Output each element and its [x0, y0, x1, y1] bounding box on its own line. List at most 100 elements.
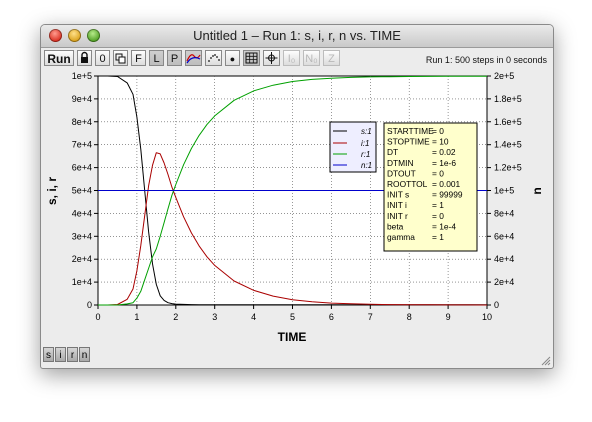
curves-button[interactable]: [185, 50, 202, 66]
grid-button[interactable]: [243, 50, 260, 66]
copy-icon: [115, 53, 126, 64]
y-tick-label: 6e+4: [72, 163, 92, 173]
legend-box: [329, 121, 377, 173]
x-axis-label: TIME: [278, 330, 307, 344]
y2-tick-label: 1e+5: [494, 186, 514, 196]
param-value: = 1e-6: [432, 158, 456, 168]
param-name: ROOTTOL: [387, 179, 428, 189]
run-button[interactable]: Run: [44, 50, 74, 66]
param-value: = 0: [432, 168, 444, 178]
y2-tick-label: 1.4e+5: [494, 140, 522, 150]
y-tick-label: 4e+4: [72, 208, 92, 218]
legend-label-s: s:1: [361, 127, 372, 136]
copy-button[interactable]: [113, 50, 128, 66]
param-name: INIT s: [387, 190, 409, 200]
y-tick-label: 2e+4: [72, 254, 92, 264]
n0-button[interactable]: N₀: [303, 50, 320, 66]
app-window: Untitled 1 – Run 1: s, i, r, n vs. TIME …: [40, 24, 554, 369]
param-value: = 1e-4: [432, 221, 456, 231]
legend-label-n: n:1: [361, 161, 372, 170]
lock-button[interactable]: [77, 50, 92, 66]
param-name: STOPTIME: [387, 137, 430, 147]
y2-tick-label: 1.2e+5: [494, 163, 522, 173]
i0-button[interactable]: I₀: [283, 50, 300, 66]
x-tick-label: 7: [368, 312, 373, 322]
y-tick-label: 1e+5: [72, 71, 92, 81]
point-button[interactable]: ●: [225, 50, 240, 66]
axis-ticks: 0 1 2 3 4 5 6 7 8 9 100 01e+4 2e+42e+4 4e+43e+4 6e+44e…: [72, 71, 522, 322]
param-value: = 1: [432, 232, 444, 242]
x-tick-label: 5: [290, 312, 295, 322]
var-button-r[interactable]: r: [67, 347, 78, 362]
zoom-button[interactable]: [87, 29, 100, 42]
close-button[interactable]: [49, 29, 62, 42]
zero-button[interactable]: 0: [95, 50, 110, 66]
param-value: = 0.001: [432, 179, 461, 189]
series-line-r: [98, 75, 487, 306]
crosshair-button[interactable]: [263, 50, 280, 66]
x-tick-label: 6: [329, 312, 334, 322]
y2-tick-label: 0: [494, 300, 499, 310]
lock-icon: [81, 51, 88, 63]
param-name: STARTTIME: [387, 126, 434, 136]
x-tick-label: 3: [212, 312, 217, 322]
toolbar: Run 0 F L P: [41, 48, 553, 70]
y-tick-label: 3e+4: [72, 231, 92, 241]
param-name: INIT r: [387, 211, 408, 221]
y2-tick-label: 1.6e+5: [494, 117, 522, 127]
y2-tick-label: 6e+4: [494, 231, 514, 241]
dots-icon: [208, 54, 220, 62]
title-bar[interactable]: Untitled 1 – Run 1: s, i, r, n vs. TIME: [41, 25, 553, 48]
plot-area[interactable]: 0 1 2 3 4 5 6 7 8 9 100 01e+4 2e+42e+4 4e+43e+4 6e+44e…: [41, 70, 553, 346]
param-value: = 10: [432, 137, 449, 147]
y-tick-label: 8e+4: [72, 117, 92, 127]
param-value: = 99999: [432, 190, 463, 200]
window-title: Untitled 1 – Run 1: s, i, r, n vs. TIME: [193, 28, 401, 43]
x-tick-label: 0: [95, 312, 100, 322]
resize-grip-icon[interactable]: [540, 355, 551, 366]
var-button-n[interactable]: n: [79, 347, 90, 362]
series-lines: [98, 75, 488, 306]
param-value: = 1: [432, 200, 444, 210]
y-tick-label: 7e+4: [72, 140, 92, 150]
var-button-i[interactable]: i: [55, 347, 66, 362]
param-name: DTMIN: [387, 158, 414, 168]
run-status: Run 1: 500 steps in 0 seconds: [425, 55, 547, 65]
y2-tick-label: 8e+4: [494, 208, 514, 218]
param-value: = 0: [432, 126, 444, 136]
x-tick-label: 10: [482, 312, 492, 322]
param-name: beta: [387, 221, 404, 231]
z-button[interactable]: Z: [323, 50, 340, 66]
y2-tick-label: 2e+5: [494, 71, 514, 81]
parameter-box: [383, 122, 478, 252]
dots-button[interactable]: [205, 50, 222, 66]
y-tick-label: 5e+4: [72, 186, 92, 196]
y2-axis-label: n: [530, 187, 544, 194]
x-tick-label: 9: [446, 312, 451, 322]
legend-label-r: r:1: [361, 150, 370, 159]
p-button[interactable]: P: [167, 50, 182, 66]
param-value: = 0.02: [432, 147, 456, 157]
x-tick-label: 4: [251, 312, 256, 322]
x-tick-label: 2: [173, 312, 178, 322]
param-value: = 0: [432, 211, 444, 221]
x-tick-label: 1: [134, 312, 139, 322]
minimize-button[interactable]: [68, 29, 81, 42]
legend[interactable]: s:1 i:1 r:1 n:1: [329, 121, 377, 173]
f-button[interactable]: F: [131, 50, 146, 66]
y-tick-label: 1e+4: [72, 277, 92, 287]
grid-icon: [245, 52, 258, 64]
x-tick-label: 8: [407, 312, 412, 322]
y-tick-label: 9e+4: [72, 94, 92, 104]
y2-tick-label: 1.8e+5: [494, 94, 522, 104]
y2-tick-label: 4e+4: [494, 254, 514, 264]
param-name: DT: [387, 147, 398, 157]
crosshair-icon: [265, 52, 278, 64]
legend-label-i: i:1: [361, 139, 369, 148]
l-button[interactable]: L: [149, 50, 164, 66]
series-line-i: [98, 152, 488, 306]
y2-tick-label: 2e+4: [494, 277, 514, 287]
param-name: gamma: [387, 232, 415, 242]
var-button-s[interactable]: s: [43, 347, 54, 362]
